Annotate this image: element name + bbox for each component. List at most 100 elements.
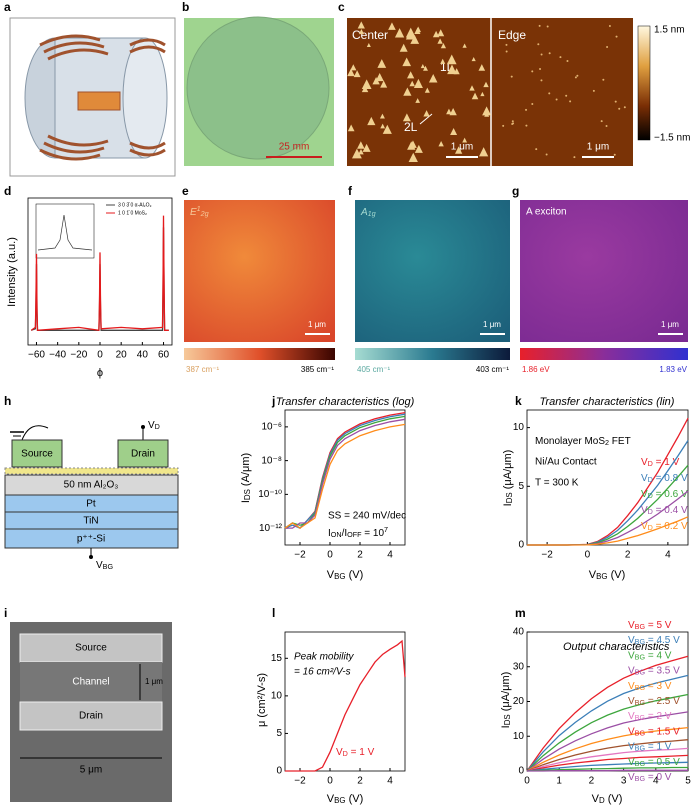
x-tick-label: −20 — [70, 350, 87, 361]
flake — [455, 146, 463, 154]
data-line — [527, 769, 688, 772]
scale-label: 1 μm — [661, 320, 679, 329]
text-piece: V — [628, 620, 635, 631]
coils — [39, 34, 166, 161]
x-tick-label: −60 — [28, 350, 45, 361]
colorbar — [520, 348, 688, 360]
legend-label: VBG = 1.5 V — [628, 726, 680, 737]
text-piece: V — [327, 793, 335, 805]
flake — [347, 124, 355, 132]
flake — [362, 143, 371, 152]
flake — [606, 45, 609, 48]
y-tick-label: 20 — [513, 696, 525, 707]
x-axis-label: ϕ — [97, 367, 103, 379]
panel-letter: a — [4, 0, 11, 14]
colorbar-label: 403 cm⁻¹ — [476, 365, 509, 374]
text-piece: 1 — [197, 204, 201, 213]
flake — [407, 141, 416, 150]
text-piece: 1g — [368, 209, 376, 218]
x-tick-label: 1 — [556, 776, 562, 787]
flake — [450, 128, 458, 136]
flake — [613, 153, 616, 156]
flake — [358, 29, 364, 35]
text-piece: = 4 V — [645, 650, 672, 661]
flake — [545, 153, 548, 156]
text-piece: = 0.2 V — [653, 521, 688, 532]
text-piece: OFF — [347, 530, 362, 539]
flake — [608, 25, 611, 28]
region-label: Channel — [72, 677, 109, 688]
text-piece: V — [628, 772, 635, 783]
flake — [525, 124, 528, 127]
flake — [546, 25, 549, 28]
text-piece: D — [155, 422, 160, 431]
y-tick-label: 10 — [513, 422, 525, 433]
panel-g: 1 μm 1.86 eV 1.83 eV — [520, 200, 688, 374]
flake — [447, 64, 457, 75]
flake — [423, 65, 428, 71]
flake — [428, 73, 438, 83]
region-label: Drain — [79, 711, 103, 722]
data-line — [526, 747, 689, 772]
flake — [510, 75, 513, 78]
data-line — [527, 516, 689, 546]
flake — [382, 124, 392, 134]
text-piece: D — [648, 459, 653, 468]
y-tick-label: 15 — [271, 653, 283, 664]
flake — [420, 64, 425, 69]
flake — [424, 87, 430, 93]
text-piece: V — [628, 741, 635, 752]
text-piece: (V) — [346, 793, 364, 805]
x-tick-label: 2 — [625, 550, 631, 561]
y-tick-label: 5 — [276, 728, 282, 739]
annotation: = 16 cm²/V-s — [294, 667, 351, 678]
panel-letter: i — [4, 606, 7, 620]
x-tick-label: 4 — [653, 776, 659, 787]
flake — [402, 57, 412, 67]
inset-curve — [37, 214, 93, 251]
region-label: Center — [352, 28, 388, 42]
text-piece: D — [648, 475, 653, 484]
legend-label: VBG = 4 V — [628, 650, 672, 661]
flake — [388, 22, 396, 30]
text-piece: = 3.5 V — [645, 665, 680, 676]
x-axis-label: VBG (V) — [327, 569, 364, 581]
flake — [375, 73, 384, 82]
legend-label: VBG = 1 V — [628, 741, 672, 752]
flake — [537, 43, 540, 46]
flake — [402, 113, 411, 122]
flake — [405, 27, 416, 38]
text-piece: (μA/μm) — [500, 672, 512, 715]
text-piece: BG — [635, 622, 646, 631]
layer-label: p⁺⁺-Si — [77, 534, 105, 545]
afm-image — [347, 18, 633, 166]
terminal — [89, 555, 93, 559]
panel-letter: f — [348, 184, 353, 198]
flake — [525, 108, 528, 111]
flake — [446, 54, 457, 65]
flake — [399, 43, 408, 52]
legend-label: VD = 1 V — [336, 747, 375, 758]
dimension-label: 1 μm — [145, 677, 163, 686]
region-label: Source — [75, 643, 107, 654]
text-piece: = 3 V — [645, 680, 672, 691]
flake — [347, 68, 355, 77]
x-axis-label: VBG (V) — [589, 569, 626, 581]
x-tick-label: 4 — [387, 776, 393, 787]
flake — [480, 91, 485, 97]
y-tick-label: 10 — [271, 691, 283, 702]
y-tick-label: 10⁻⁶ — [261, 422, 282, 433]
flake — [531, 70, 534, 73]
text-piece: DS — [505, 492, 514, 503]
text-piece: V — [327, 569, 335, 581]
flake — [602, 78, 605, 81]
flake — [415, 98, 421, 103]
text-piece: D — [343, 749, 348, 758]
annotation: Monolayer MoS2 FET — [535, 436, 631, 447]
colorbar — [637, 25, 651, 141]
flake — [403, 87, 412, 96]
data-line — [526, 761, 689, 772]
text-piece: Monolayer MoS — [535, 436, 605, 447]
text-piece: V — [641, 489, 648, 500]
flake — [566, 60, 569, 63]
